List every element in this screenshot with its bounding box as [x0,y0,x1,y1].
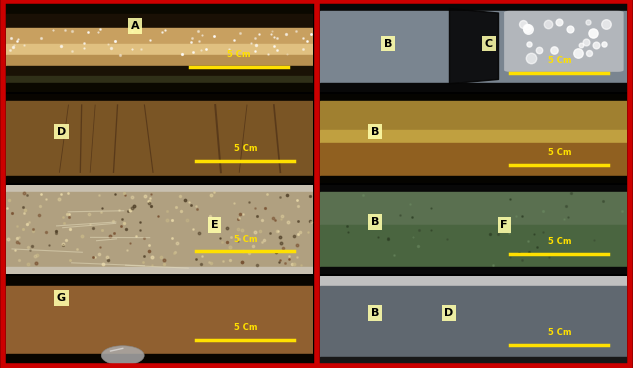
Bar [6,276,313,286]
Text: B: B [372,217,380,227]
Bar [320,286,627,357]
Bar [6,55,313,66]
Bar [6,266,313,274]
Text: G: G [57,293,66,303]
Bar [6,14,313,28]
Bar [6,100,313,176]
Text: B: B [372,308,380,318]
Bar [6,66,313,76]
Text: 5 Cm: 5 Cm [234,234,257,244]
Bar [6,28,313,43]
Bar [6,83,313,92]
Bar [6,286,313,354]
Bar [6,185,313,192]
Text: 5 Cm: 5 Cm [548,148,571,157]
Bar [6,4,313,14]
Bar [6,95,313,100]
Bar [320,11,627,83]
Text: 5 Cm: 5 Cm [548,328,571,337]
Text: C: C [485,39,493,49]
Text: B: B [372,127,380,137]
Text: 5 Cm: 5 Cm [234,144,257,153]
Bar [320,83,627,92]
Bar [6,76,313,83]
Bar [320,357,627,364]
FancyBboxPatch shape [504,11,624,72]
Bar [320,192,627,225]
Bar [320,276,627,286]
Text: F: F [500,220,508,230]
Text: A: A [130,21,139,31]
Bar [320,95,627,100]
Bar [320,130,627,143]
Text: D: D [444,308,454,318]
Bar [320,143,627,176]
Bar [6,176,313,183]
Bar [320,100,627,130]
Text: 5 Cm: 5 Cm [548,56,571,65]
Text: E: E [211,220,218,230]
Bar [320,4,627,11]
Bar [6,354,313,364]
Bar [320,225,627,266]
Text: 5 Cm: 5 Cm [227,50,251,60]
Bar [6,192,313,266]
Bar [320,185,627,192]
Bar [320,176,627,183]
Text: 5 Cm: 5 Cm [234,323,257,332]
Ellipse shape [101,346,144,365]
Text: 5 Cm: 5 Cm [548,237,571,246]
Text: D: D [57,127,66,137]
Bar [6,43,313,55]
Text: B: B [384,39,392,49]
Bar [320,266,627,274]
